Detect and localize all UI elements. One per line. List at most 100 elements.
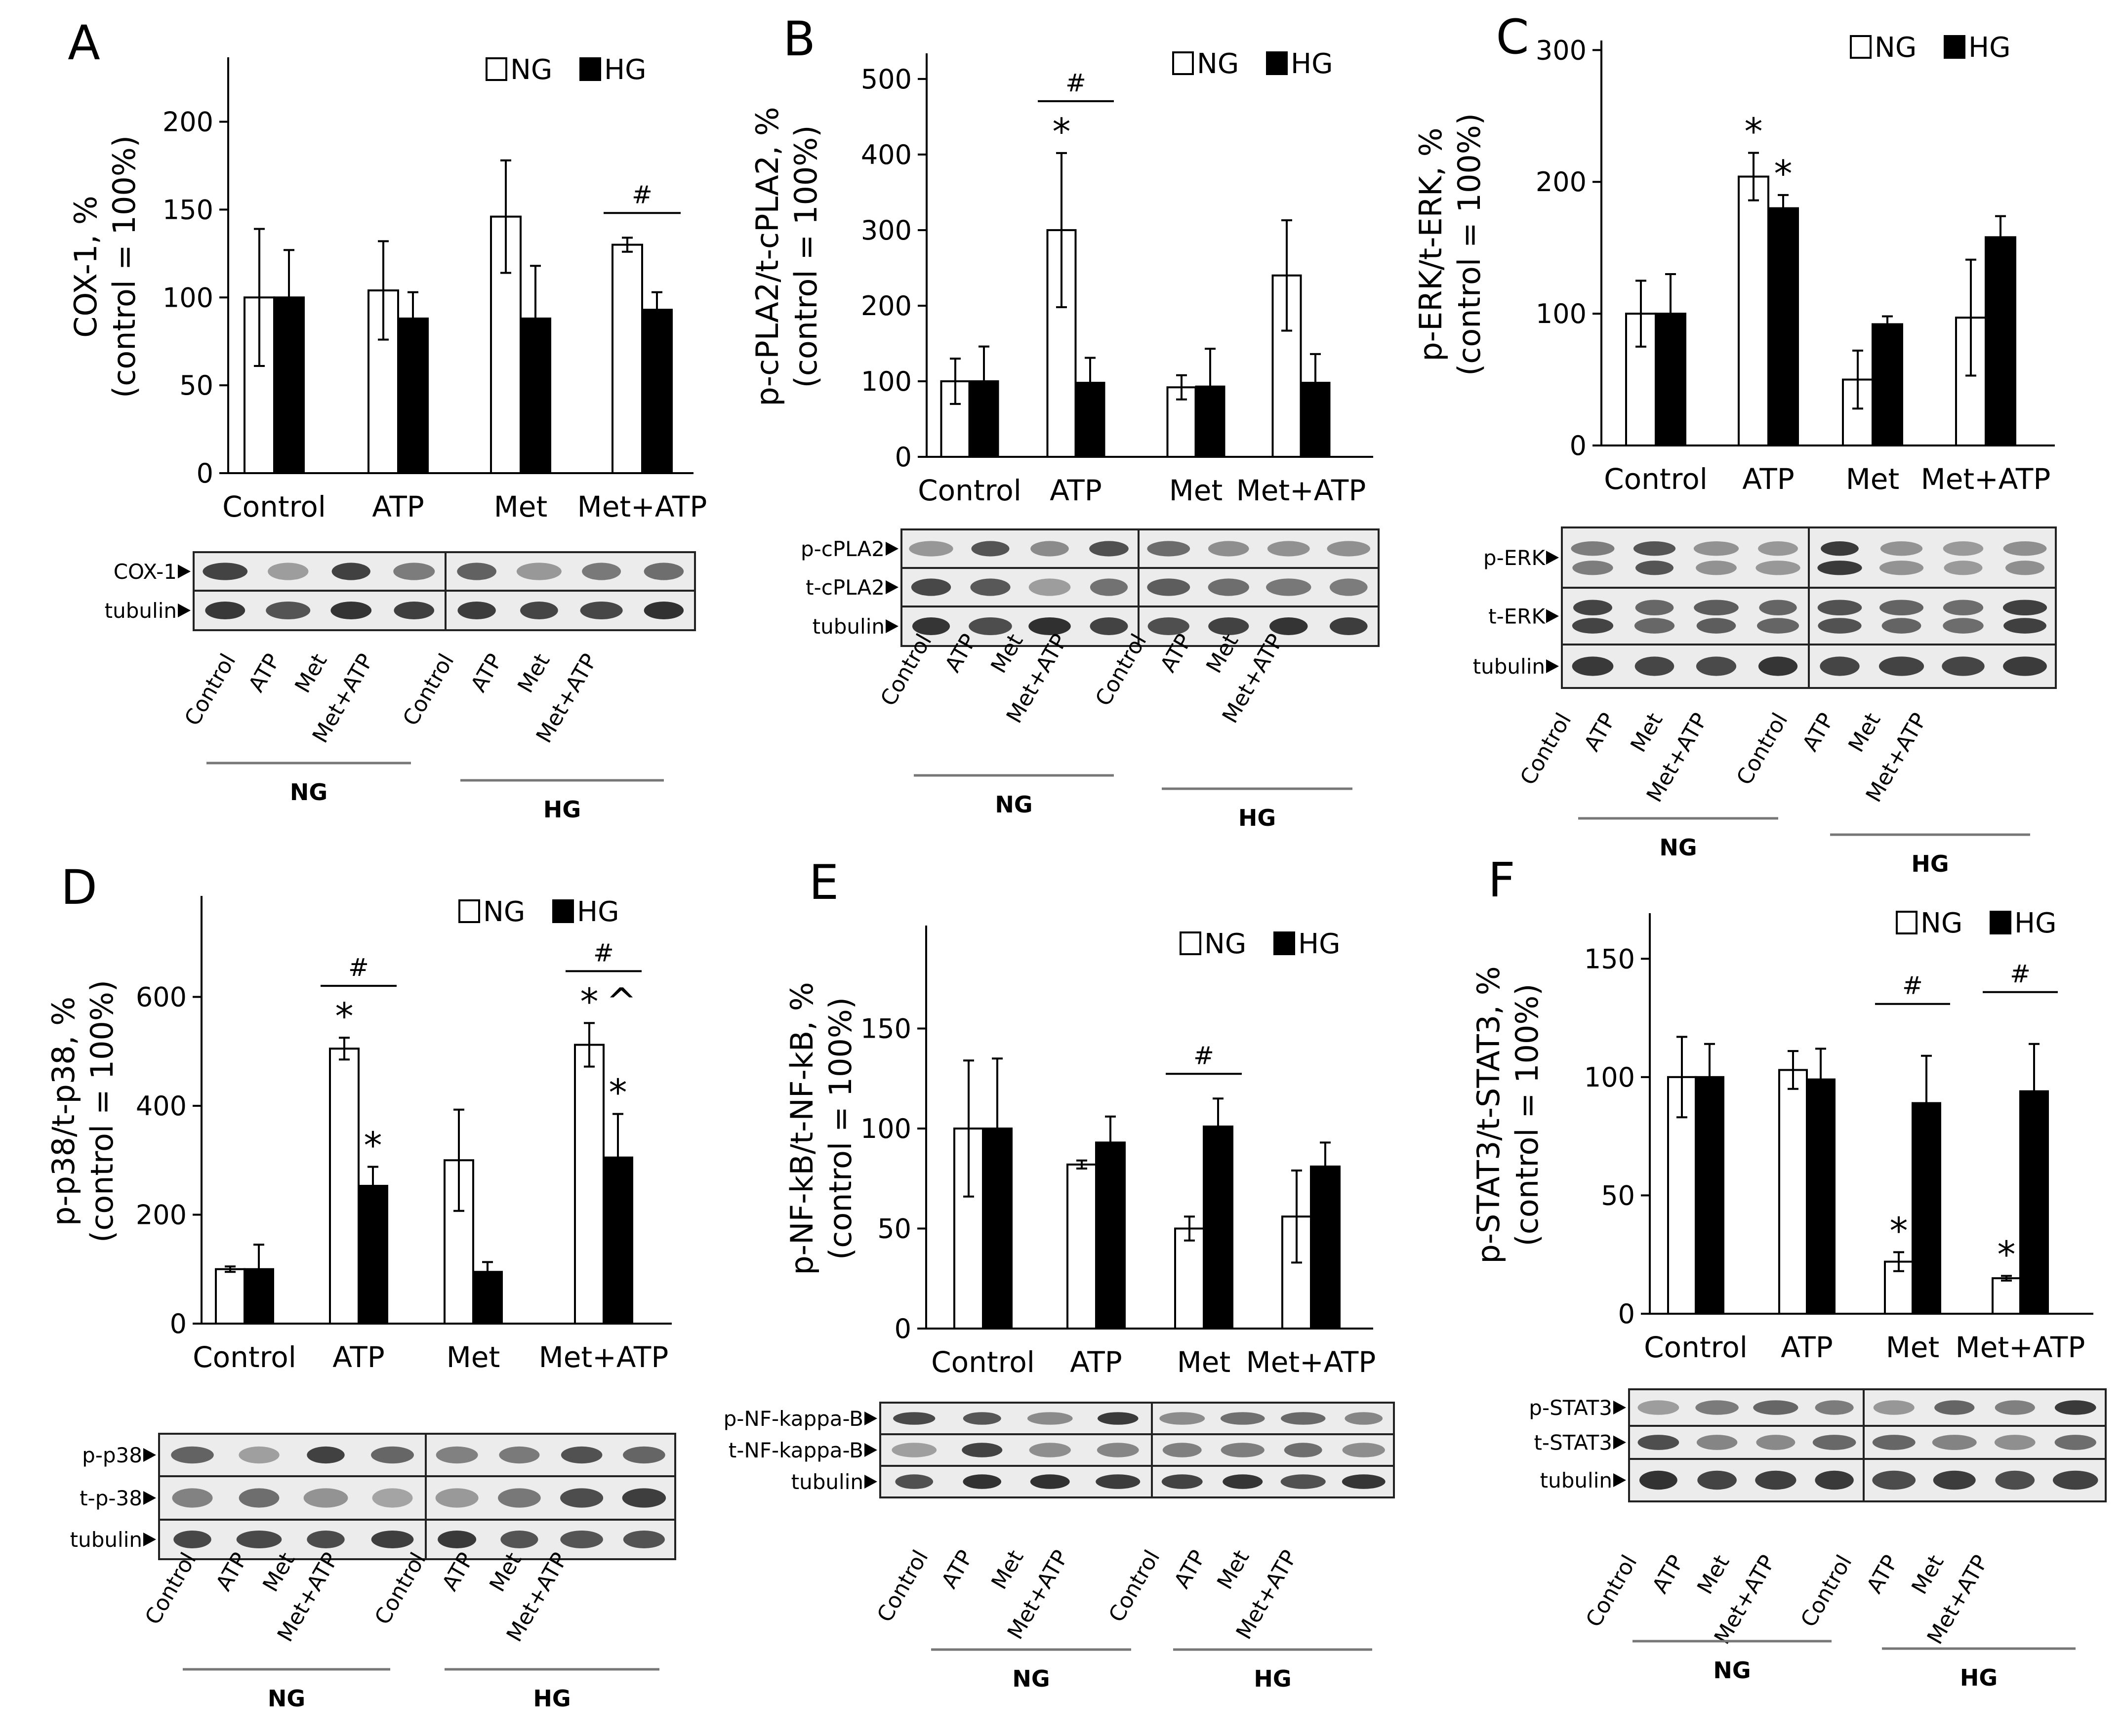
panel-F: F 0 50 100 150 p-STAT3/t-STAT3, % (control = 1… — [1470, 852, 2107, 1691]
blot-band — [393, 563, 435, 580]
lane-label: Control — [398, 649, 459, 730]
blot-band — [203, 563, 248, 580]
blot-row: p-STAT3 — [1529, 1388, 2107, 1427]
arrow-icon — [1613, 1473, 1626, 1487]
blot-band — [1755, 561, 1800, 575]
blot-band — [963, 1474, 1002, 1489]
group-label: NG — [1012, 1665, 1050, 1692]
lane-label: ATP — [1579, 709, 1621, 756]
significance-mark: # — [1902, 971, 1923, 1000]
blot-band — [1696, 618, 1736, 634]
blot-band — [1639, 1470, 1677, 1490]
blot-band — [1345, 1412, 1383, 1425]
lane-label: ATP — [1169, 1546, 1211, 1593]
lane-label: Control — [1732, 709, 1793, 789]
blot-band — [1280, 1474, 1326, 1489]
blot-band — [1879, 561, 1924, 575]
blot-band — [1573, 600, 1612, 616]
bar-hg — [603, 1156, 633, 1325]
panel-C: C 0 100 200 300 p-ERK/t-ERK, % (control = 100%… — [1413, 9, 2057, 877]
bar-ng — [329, 1048, 360, 1325]
x-tick-label: Met — [1169, 474, 1223, 507]
lane-label: Met — [1907, 1551, 1949, 1599]
arrow-icon — [1546, 659, 1559, 673]
blot-label: p-NF-kappa-B — [724, 1407, 863, 1431]
blot-band — [1029, 1443, 1071, 1457]
blot-band — [1223, 1474, 1263, 1489]
lane-label: ATP — [1797, 709, 1839, 756]
y-tick-label: 150 — [860, 1013, 911, 1045]
blot-band — [892, 1443, 937, 1457]
bar-hg — [1300, 382, 1331, 458]
blot-band — [266, 602, 311, 619]
bar-hg — [1767, 207, 1799, 446]
significance-mark: # — [348, 953, 369, 982]
blot-band — [1098, 1412, 1139, 1425]
bar-hg — [1695, 1076, 1724, 1315]
blot-band — [1995, 1470, 2035, 1490]
blot-band — [1758, 656, 1798, 676]
legend-swatch-hg — [579, 57, 601, 81]
blot-band — [457, 563, 496, 580]
blot-band — [171, 1446, 214, 1464]
blot-band — [236, 1531, 282, 1548]
bar-hg — [397, 317, 429, 475]
blot-label: tubulin — [813, 614, 885, 639]
blot-band — [644, 563, 684, 580]
bar-ng — [1778, 1069, 1808, 1315]
blot-band — [371, 1531, 414, 1548]
y-axis-label: (control = 100%) — [1451, 113, 1487, 376]
blot-band — [394, 602, 435, 619]
blot-band — [1753, 1400, 1798, 1415]
blot-band — [1697, 1470, 1737, 1490]
blot-band — [1696, 656, 1737, 676]
lane-label: ATP — [937, 1546, 978, 1593]
blot-band — [1221, 1443, 1265, 1457]
blot-label: p-cPLA2 — [801, 537, 885, 561]
blot-band — [516, 563, 562, 580]
y-tick-label: 0 — [170, 1308, 187, 1339]
legend-swatch-ng — [1180, 931, 1201, 955]
blot-band — [1030, 1474, 1070, 1489]
x-tick-label: Met — [494, 490, 547, 524]
blot-row: COX-1 — [114, 551, 696, 592]
significance-mark: * — [580, 980, 599, 1023]
group-label: NG — [290, 779, 327, 806]
lane-label: Control — [872, 1546, 934, 1626]
blot-row: t-ERK — [1488, 587, 2057, 646]
x-tick-label: ATP — [1050, 474, 1102, 507]
blot-band — [331, 563, 370, 580]
y-tick-label: 0 — [1570, 430, 1587, 461]
x-tick-label: Met+ATP — [1236, 474, 1366, 507]
blot-label: COX-1 — [114, 560, 177, 584]
blot-band — [623, 1531, 665, 1548]
group-label: HG — [1911, 850, 1949, 877]
blot-row: p-NF-kappa-B — [724, 1402, 1395, 1435]
bar-ng — [612, 243, 643, 474]
y-tick-label: 200 — [1536, 166, 1587, 198]
lane-label: ATP — [1862, 1551, 1903, 1598]
y-tick-label: 200 — [163, 107, 213, 138]
panel-B: B 0 100 200 300 400 500 p-cPLA2/t-cPLA2, % (cont… — [749, 11, 1380, 831]
blot-band — [1820, 656, 1860, 676]
blot-band — [1633, 541, 1676, 556]
blot-band — [1995, 1400, 2035, 1415]
blot-band — [307, 1531, 345, 1548]
x-tick-label: Met — [1886, 1331, 1939, 1364]
significance-mark: * — [1774, 153, 1793, 195]
blot-label: p-p38 — [82, 1443, 142, 1467]
group-label: HG — [543, 796, 581, 823]
blot-band — [1161, 1474, 1203, 1489]
blot-band — [1329, 578, 1368, 596]
legend-swatch-hg — [552, 899, 574, 923]
blot-row: t-NF-kappa-B — [729, 1433, 1395, 1467]
bar-hg — [1872, 323, 1903, 446]
y-axis-label: COX-1, % — [68, 196, 104, 338]
panel-letter-D: D — [61, 860, 97, 915]
blot-band — [1147, 541, 1190, 557]
significance-mark: # — [1193, 1041, 1214, 1070]
legend-swatch-hg — [1273, 931, 1295, 955]
lane-label: Met — [1843, 709, 1885, 757]
x-tick-label: Met — [1177, 1345, 1230, 1379]
